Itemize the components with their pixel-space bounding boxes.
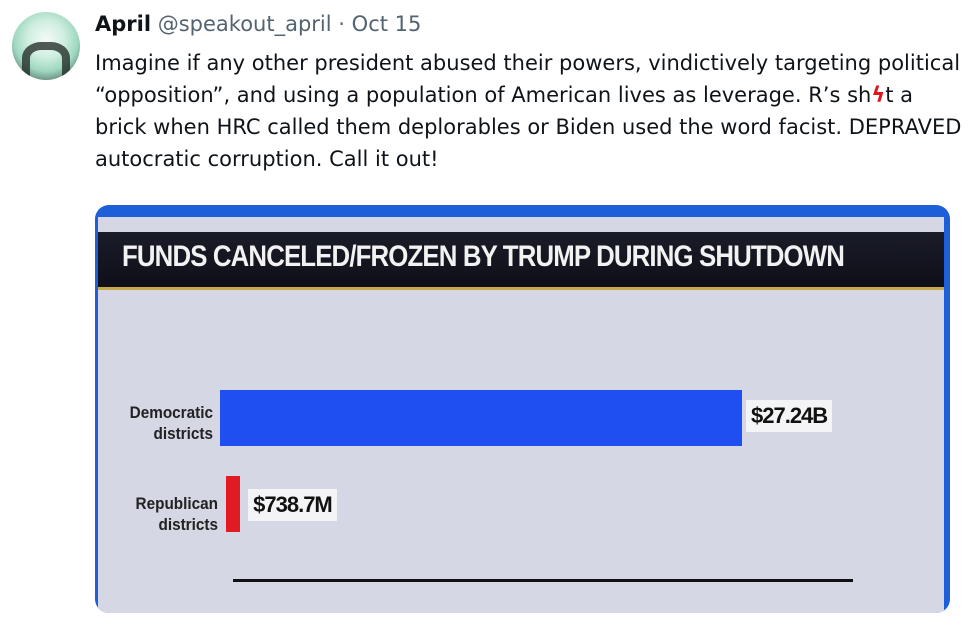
avatar[interactable] xyxy=(12,12,80,80)
tweet-text-part: t a brick when HRC called them deplorabl… xyxy=(95,83,962,171)
bar-democratic xyxy=(220,390,742,446)
category-line: districts xyxy=(158,515,218,534)
value-label: $738.7M xyxy=(248,489,337,521)
bar-republican xyxy=(226,476,241,532)
category-label: Republican districts xyxy=(110,493,218,535)
category-line: Democratic xyxy=(129,403,213,422)
tweet-text-part: Imagine if any other president abused th… xyxy=(95,51,961,107)
category-line: Republican xyxy=(135,494,218,513)
lightning-bolt-icon: ϟ xyxy=(871,83,886,107)
chart-banner: FUNDS CANCELED/FROZEN BY TRUMP DURING SH… xyxy=(98,232,944,290)
category-line: districts xyxy=(153,424,213,443)
author-handle[interactable]: @speakout_april xyxy=(157,12,332,36)
chart-title: FUNDS CANCELED/FROZEN BY TRUMP DURING SH… xyxy=(122,240,845,273)
category-label: Democratic districts xyxy=(110,402,213,444)
tweet-text: Imagine if any other president abused th… xyxy=(95,47,965,175)
chart: FUNDS CANCELED/FROZEN BY TRUMP DURING SH… xyxy=(98,217,944,613)
tweet-header: April @speakout_april · Oct 15 xyxy=(95,12,421,36)
value-label: $27.24B xyxy=(746,400,833,432)
tweet-date[interactable]: Oct 15 xyxy=(351,12,422,36)
tweet-image[interactable]: FUNDS CANCELED/FROZEN BY TRUMP DURING SH… xyxy=(95,205,950,613)
author-name[interactable]: April xyxy=(95,12,152,36)
x-axis-line xyxy=(233,579,853,582)
separator: · xyxy=(338,12,345,36)
